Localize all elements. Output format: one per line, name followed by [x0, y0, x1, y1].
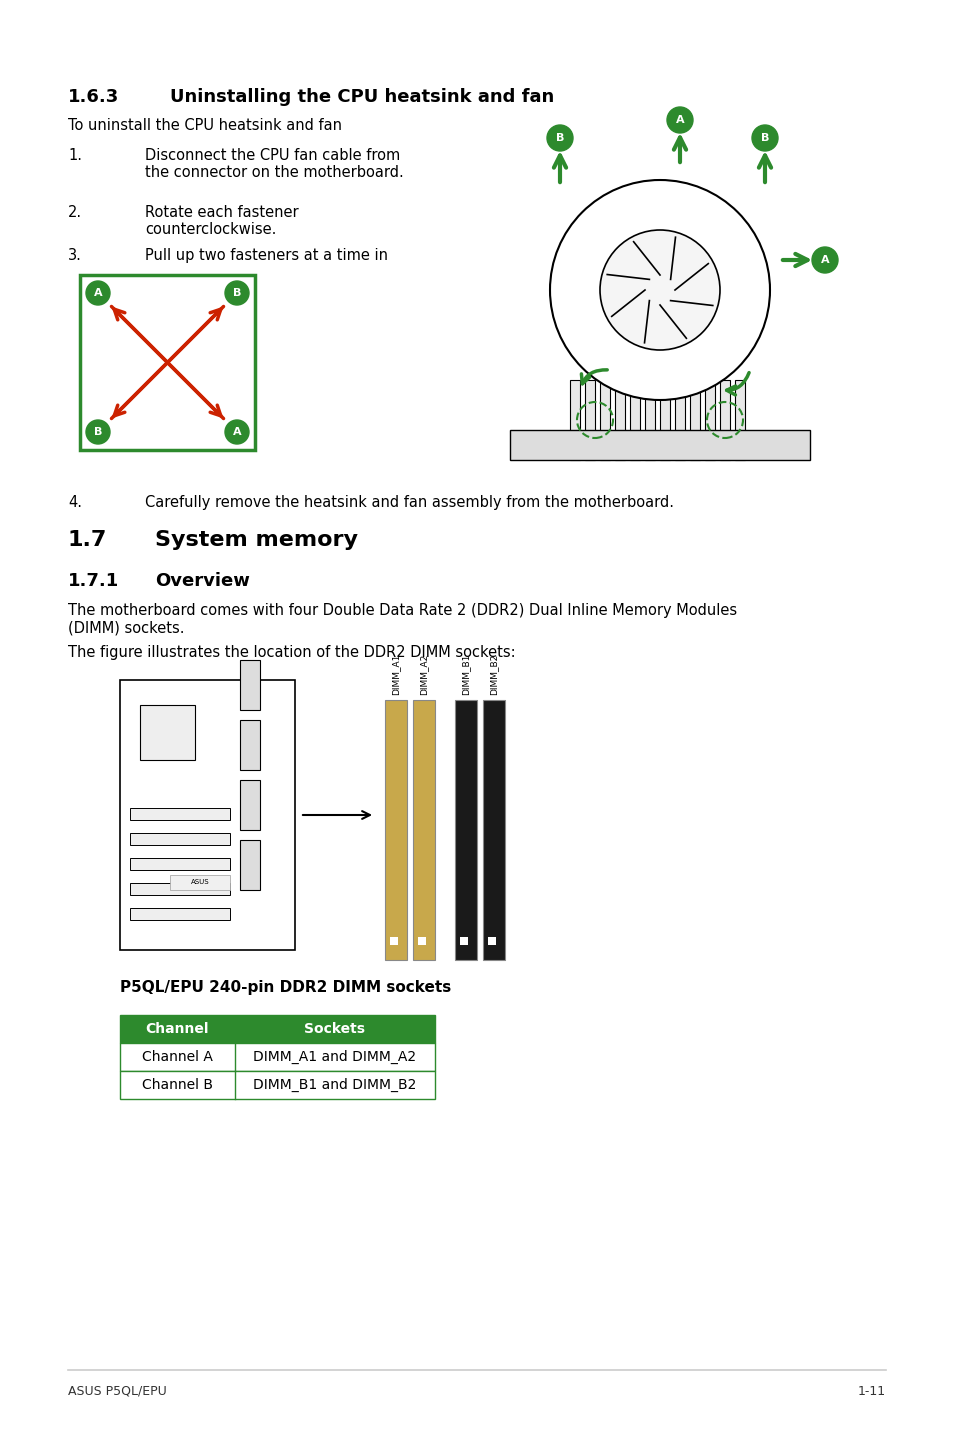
Text: DIMM_A1: DIMM_A1 — [391, 654, 400, 695]
Text: To uninstall the CPU heatsink and fan: To uninstall the CPU heatsink and fan — [68, 118, 341, 132]
Text: A: A — [233, 427, 241, 437]
Text: 1.6.3: 1.6.3 — [68, 88, 119, 106]
Bar — [734, 380, 744, 460]
Bar — [130, 808, 230, 820]
Bar — [675, 380, 684, 460]
Text: B: B — [760, 132, 768, 142]
Bar — [120, 1043, 435, 1071]
Bar — [720, 380, 729, 460]
Circle shape — [86, 280, 110, 305]
Text: System memory: System memory — [154, 531, 357, 549]
Text: B: B — [556, 132, 563, 142]
Bar — [120, 1071, 435, 1099]
Bar — [120, 680, 294, 951]
Bar — [569, 380, 579, 460]
Bar — [80, 275, 254, 450]
Bar — [599, 380, 609, 460]
Text: Rotate each fastener
counterclockwise.: Rotate each fastener counterclockwise. — [145, 206, 298, 237]
Bar — [417, 938, 426, 945]
Circle shape — [666, 106, 692, 132]
Text: P5QL/EPU 240-pin DDR2 DIMM sockets: P5QL/EPU 240-pin DDR2 DIMM sockets — [120, 981, 451, 995]
Text: A: A — [675, 115, 683, 125]
Bar — [510, 430, 809, 460]
Text: Sockets: Sockets — [304, 1022, 365, 1035]
Text: 2.: 2. — [68, 206, 82, 220]
Text: 1.: 1. — [68, 148, 82, 162]
Text: 3.: 3. — [68, 247, 82, 263]
Text: 4.: 4. — [68, 495, 82, 510]
Bar — [240, 840, 260, 890]
Text: A: A — [93, 288, 102, 298]
Bar — [170, 874, 230, 890]
Bar — [140, 705, 194, 761]
Text: Channel A: Channel A — [142, 1050, 213, 1064]
Circle shape — [225, 420, 249, 444]
Bar — [390, 938, 397, 945]
Text: DIMM_B1 and DIMM_B2: DIMM_B1 and DIMM_B2 — [253, 1078, 416, 1091]
Circle shape — [86, 420, 110, 444]
Text: Channel B: Channel B — [142, 1078, 213, 1091]
Bar — [455, 700, 476, 961]
Text: The figure illustrates the location of the DDR2 DIMM sockets:: The figure illustrates the location of t… — [68, 646, 515, 660]
Circle shape — [811, 247, 837, 273]
Text: Channel: Channel — [146, 1022, 209, 1035]
Bar — [240, 720, 260, 769]
Bar — [644, 380, 655, 460]
Bar — [130, 833, 230, 846]
Text: Carefully remove the heatsink and fan assembly from the motherboard.: Carefully remove the heatsink and fan as… — [145, 495, 673, 510]
Bar — [584, 380, 595, 460]
Text: 1.7: 1.7 — [68, 531, 108, 549]
Circle shape — [599, 230, 720, 349]
Text: DIMM_A2: DIMM_A2 — [419, 654, 428, 695]
Circle shape — [751, 125, 778, 151]
Bar — [689, 380, 700, 460]
Text: A: A — [820, 255, 828, 265]
Text: Overview: Overview — [154, 572, 250, 590]
Bar — [459, 938, 468, 945]
Bar — [130, 858, 230, 870]
Bar — [659, 380, 669, 460]
Bar — [130, 883, 230, 894]
Bar — [488, 938, 496, 945]
Text: 1-11: 1-11 — [857, 1385, 885, 1398]
Bar — [120, 1015, 435, 1043]
Text: B: B — [233, 288, 241, 298]
Circle shape — [546, 125, 573, 151]
Text: DIMM_B1: DIMM_B1 — [461, 654, 470, 695]
Text: Uninstalling the CPU heatsink and fan: Uninstalling the CPU heatsink and fan — [170, 88, 554, 106]
Text: Disconnect the CPU fan cable from
the connector on the motherboard.: Disconnect the CPU fan cable from the co… — [145, 148, 403, 180]
Bar — [482, 700, 504, 961]
Bar — [385, 700, 407, 961]
Bar — [240, 660, 260, 710]
Text: 1.7.1: 1.7.1 — [68, 572, 119, 590]
Bar — [704, 380, 714, 460]
Bar — [413, 700, 435, 961]
Text: B: B — [93, 427, 102, 437]
Text: DIMM_B2: DIMM_B2 — [489, 654, 498, 695]
Text: DIMM_A1 and DIMM_A2: DIMM_A1 and DIMM_A2 — [253, 1050, 416, 1064]
Bar — [240, 779, 260, 830]
Circle shape — [225, 280, 249, 305]
Text: The motherboard comes with four Double Data Rate 2 (DDR2) Dual Inline Memory Mod: The motherboard comes with four Double D… — [68, 603, 737, 636]
Text: Pull up two fasteners at a time in: Pull up two fasteners at a time in — [145, 247, 388, 263]
Bar — [130, 907, 230, 920]
Circle shape — [550, 180, 769, 400]
Text: ASUS: ASUS — [191, 879, 209, 884]
Bar — [615, 380, 624, 460]
Text: ASUS P5QL/EPU: ASUS P5QL/EPU — [68, 1385, 167, 1398]
Bar — [629, 380, 639, 460]
